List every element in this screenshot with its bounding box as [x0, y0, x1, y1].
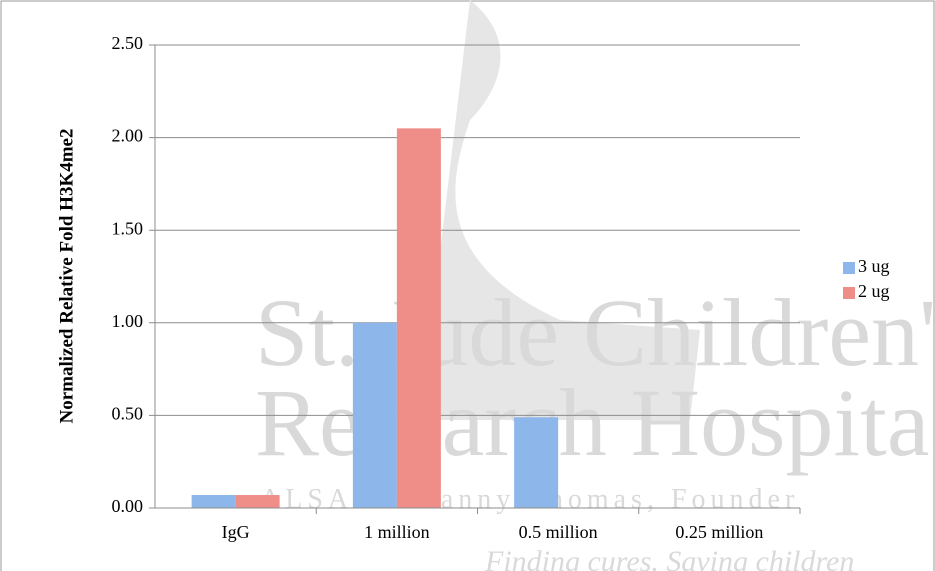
bar	[396, 128, 441, 508]
legend-label: 3 ug	[858, 256, 890, 276]
watermark-line: Finding cures. Saving children	[484, 545, 854, 571]
x-tick-label: 0.25 million	[675, 522, 763, 542]
watermark-figure	[420, 0, 700, 420]
y-tick-label: 0.00	[112, 496, 144, 516]
x-tick-label: 0.5 million	[519, 522, 598, 542]
legend-label: 2 ug	[858, 281, 890, 301]
legend-swatch	[843, 262, 855, 274]
legend-swatch	[843, 287, 855, 299]
bar	[514, 417, 559, 508]
x-tick-label: 1 million	[364, 522, 430, 542]
y-tick-label: 0.50	[112, 404, 144, 424]
y-tick-label: 2.00	[112, 126, 144, 146]
bar	[235, 495, 280, 508]
y-axis-title: Normalized Relative Fold H3K4me2	[56, 129, 77, 424]
y-tick-label: 1.00	[112, 311, 144, 331]
y-tick-label: 2.50	[112, 33, 144, 53]
bar	[191, 495, 236, 508]
bar	[352, 322, 397, 508]
x-tick-label: IgG	[222, 522, 250, 542]
y-tick-label: 1.50	[112, 218, 144, 238]
